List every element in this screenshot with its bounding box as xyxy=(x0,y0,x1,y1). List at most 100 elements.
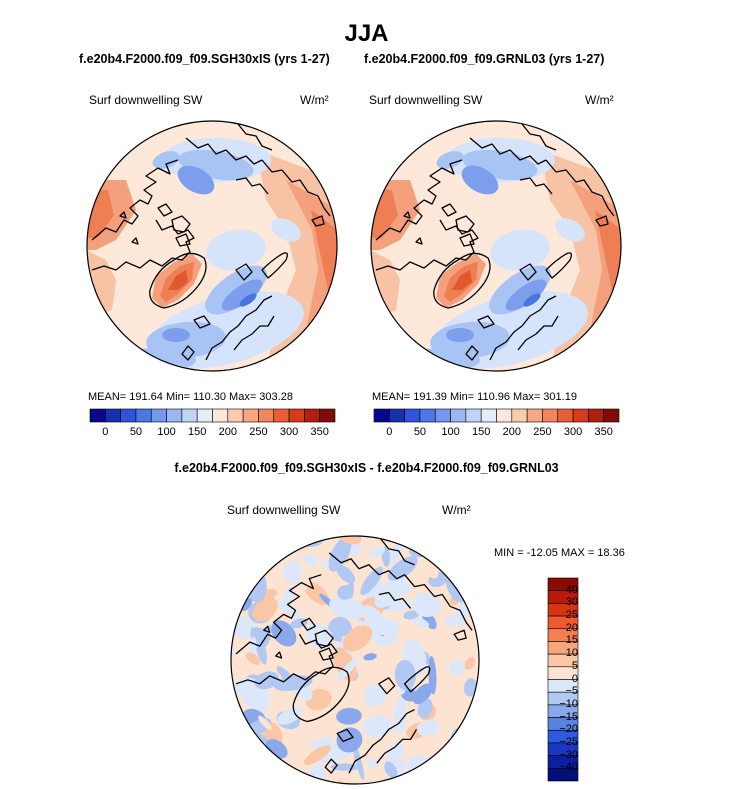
difference-field-patch xyxy=(230,646,236,668)
coastline xyxy=(328,552,405,580)
colorbar-difference-tick-label: 10 xyxy=(565,647,578,660)
field-central-pale xyxy=(206,229,266,271)
difference-field-patch xyxy=(245,652,261,665)
difference-field-patch xyxy=(252,597,278,622)
field-topleft-light xyxy=(152,151,180,169)
difference-field-patch xyxy=(464,657,476,670)
difference-field-patch xyxy=(230,721,245,742)
colorbar-left-tick-label: 50 xyxy=(129,426,143,438)
field-central-pale xyxy=(490,229,550,271)
coastline xyxy=(375,219,479,271)
coastline xyxy=(157,203,173,217)
colorbar-right-cell xyxy=(404,408,421,423)
colorbar-difference-tick-label: −40 xyxy=(559,761,578,774)
difference-field-patch xyxy=(403,610,420,620)
colorbar-difference-cell xyxy=(547,768,579,782)
colorbar-left-cell xyxy=(166,408,183,423)
colorbar-left-cell xyxy=(150,408,167,423)
difference-field-patch xyxy=(337,585,353,600)
coastline xyxy=(378,677,396,695)
colorbar-left-tick-label: 0 xyxy=(102,426,109,438)
map-left-polar-plot xyxy=(86,120,338,372)
difference-field-patch xyxy=(238,758,262,775)
colorbar-right-cell xyxy=(603,408,620,423)
difference-title: f.e20b4.F2000.f09_f09.SGH30xIS - f.e20b4… xyxy=(174,461,559,475)
coastline xyxy=(348,709,415,774)
difference-field-patch xyxy=(466,751,478,766)
panel-right-variable: Surf downwelling SW xyxy=(369,93,483,107)
colorbar-right-tick-label: 350 xyxy=(594,426,613,438)
colorbar-right-tick-label: 200 xyxy=(502,426,521,438)
colorbar-difference-tick-label: 40 xyxy=(565,583,578,596)
difference-field-patch xyxy=(336,707,362,725)
coastline xyxy=(415,237,423,245)
difference-field-patch xyxy=(440,760,463,784)
map-right-polar-plot xyxy=(370,120,622,372)
colorbar-left-cell xyxy=(258,408,275,423)
difference-field-patch xyxy=(373,582,412,599)
colorbar-right-tick-label: 250 xyxy=(533,426,552,438)
difference-variable: Surf downwelling SW xyxy=(227,503,341,517)
coastline xyxy=(205,295,273,361)
coastline xyxy=(403,666,431,693)
colorbar-right-tick-label: 100 xyxy=(441,426,460,438)
difference-field-patch xyxy=(369,546,385,558)
coastline xyxy=(519,263,537,281)
difference-field-patch xyxy=(310,736,333,749)
difference-field-patch xyxy=(342,625,373,652)
field-bottom-mid xyxy=(162,328,190,342)
difference-field-patch xyxy=(336,727,363,753)
field-top-mid xyxy=(461,165,499,195)
colorbar-difference-tick-label: −5 xyxy=(565,685,578,698)
colorbar-difference-tick-label: −10 xyxy=(559,697,578,710)
colorbar-left-cell xyxy=(181,408,198,423)
field-siberia-pale xyxy=(271,218,301,242)
coastline xyxy=(193,315,211,329)
coastline xyxy=(314,629,334,647)
difference-field-patch xyxy=(421,558,439,579)
map-field xyxy=(371,121,621,371)
colorbar-difference-tick-label: −20 xyxy=(559,723,578,736)
colorbar-difference xyxy=(547,577,579,782)
coastline xyxy=(336,728,354,742)
colorbar-left xyxy=(89,408,336,423)
difference-field-patch xyxy=(333,647,357,682)
difference-field-patch xyxy=(277,706,303,725)
difference-field-patch xyxy=(300,555,330,567)
difference-field-patch xyxy=(239,544,274,557)
field-atlantic-mid xyxy=(221,279,263,311)
difference-field-patch xyxy=(449,551,462,572)
difference-field-patch xyxy=(433,535,452,553)
coastline xyxy=(521,123,557,151)
field-atlantic-deep xyxy=(239,293,257,307)
colorbar-right-cell xyxy=(450,408,467,423)
coastline xyxy=(300,617,316,631)
colorbar-difference-tick-label: 0 xyxy=(571,672,578,685)
panel-left-variable: Surf downwelling SW xyxy=(89,93,203,107)
colorbar-left-cell xyxy=(227,408,244,423)
colorbar-right-tick-label: 150 xyxy=(472,426,491,438)
difference-field-patch xyxy=(428,655,437,695)
difference-field-patch xyxy=(451,766,469,783)
difference-field-patch xyxy=(467,539,479,573)
coastline xyxy=(235,177,269,195)
colorbar-left-cell xyxy=(135,408,152,423)
colorbar-right-tick-label: 0 xyxy=(386,426,393,438)
difference-field-patch xyxy=(242,558,256,567)
difference-field-patch xyxy=(362,715,393,738)
colorbar-right-cell xyxy=(419,408,436,423)
difference-field-patch xyxy=(363,653,377,661)
difference-field-patch xyxy=(304,745,331,765)
coastline xyxy=(404,574,473,631)
colorbar-left-tick-label: 150 xyxy=(188,426,207,438)
difference-field-patch xyxy=(431,763,449,784)
colorbar-difference-ticks: 40 30 25 20 15 10 5 0 −5 −10 −15 −20 −25 −30 −40 xyxy=(552,578,592,781)
coastline xyxy=(235,574,322,655)
colorbar-difference-tick-label: 25 xyxy=(565,609,578,622)
coastline xyxy=(181,345,195,361)
colorbar-right-cell xyxy=(373,408,390,423)
panel-left-case-title: f.e20b4.F2000.f09_f09.SGH30xIS (yrs 1-27… xyxy=(79,52,330,66)
coastline xyxy=(465,345,479,361)
coastline xyxy=(261,159,331,217)
coastline xyxy=(477,315,495,329)
